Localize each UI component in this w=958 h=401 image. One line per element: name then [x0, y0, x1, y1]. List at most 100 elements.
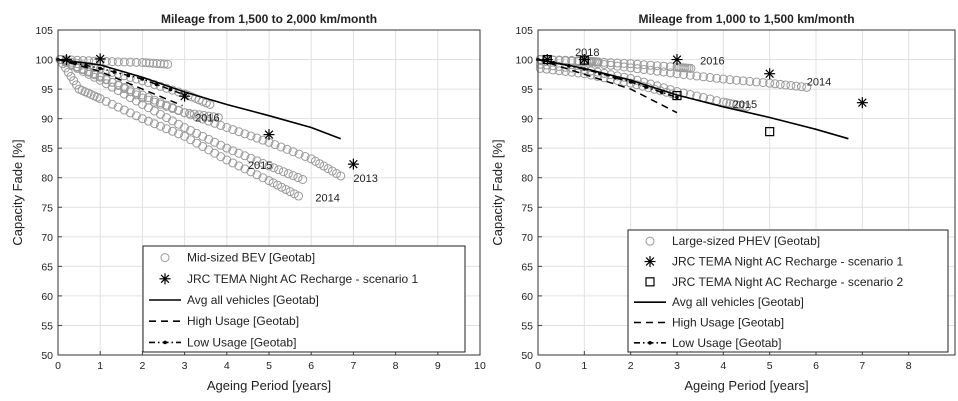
data-point-circle: [632, 80, 642, 90]
data-point-circle: [276, 142, 286, 152]
data-point-asterisk: [347, 158, 359, 170]
x-tick-label: 6: [308, 360, 314, 372]
data-point-circle: [619, 62, 629, 72]
data-point-circle: [228, 125, 238, 135]
data-point-circle: [137, 90, 147, 100]
data-point-circle: [168, 103, 178, 113]
data-point-circle: [775, 79, 785, 89]
legend-entry-label: High Usage [Geotab]: [672, 316, 784, 330]
data-point-circle: [119, 105, 129, 115]
data-point-circle: [155, 59, 165, 69]
annotation-label: 2014: [315, 192, 339, 204]
data-point-dot: [154, 82, 159, 87]
data-point-circle: [686, 63, 696, 73]
data-point-circle: [180, 123, 190, 132]
y-tick-label: 90: [521, 114, 533, 126]
y-tick-label: 90: [41, 114, 53, 126]
y-tick-label: 85: [521, 143, 533, 155]
data-point-circle: [659, 83, 669, 93]
x-tick-label: 2: [139, 360, 145, 372]
y-tick-label: 100: [35, 55, 53, 67]
chart-title: Mileage from 1,500 to 2,000 km/month: [161, 12, 377, 26]
data-point-circle: [665, 68, 675, 78]
data-point-circle: [252, 170, 262, 180]
data-point-asterisk-stroke-3: [672, 55, 682, 64]
data-point-circle: [712, 73, 722, 83]
data-point-circle: [560, 66, 570, 76]
legend-marker-asterisk: [644, 256, 656, 267]
data-point-circle: [131, 57, 141, 67]
data-point-circle: [95, 72, 105, 82]
legend: Large-sized PHEV [Geotab] JRC TEMA Night …: [627, 229, 949, 353]
right-chart-panel: 0 1 2 3 4 5 6 7 8 50 55 60 65 70 75 80 85 90 95 100 105 2018 2…: [490, 12, 956, 393]
data-point-dot: [168, 87, 173, 92]
data-point-circle: [593, 59, 603, 69]
data-point-circle: [742, 102, 751, 112]
legend-marker-dot: [648, 341, 652, 345]
y-tick-label: 50: [521, 350, 533, 362]
data-point-circle: [168, 126, 178, 136]
annotation-label: 2015: [733, 99, 757, 111]
data-point-circle: [107, 77, 117, 87]
data-point-circle: [148, 58, 158, 68]
annotation-label: 2015: [248, 160, 272, 172]
data-point-circle: [606, 60, 616, 70]
y-tick-label: 70: [521, 232, 533, 244]
data-point-circle: [210, 137, 220, 147]
data-point-circle: [234, 148, 244, 158]
legend-marker-asterisk-stroke-3: [645, 257, 655, 266]
data-point-circle: [285, 187, 295, 197]
y-tick-label: 80: [521, 173, 533, 185]
data-point-asterisk-stroke-3: [858, 98, 867, 107]
data-point-circle: [84, 69, 94, 79]
data-point-circle: [612, 58, 622, 68]
data-point-circle: [159, 59, 169, 69]
series-line-dashdot: [57, 58, 185, 96]
data-point-circle: [758, 78, 768, 88]
data-point-circle: [728, 99, 738, 109]
y-tick-label: 55: [41, 320, 53, 332]
y-tick-label: 75: [521, 202, 533, 214]
data-point-circle: [205, 99, 215, 109]
legend-box: [142, 245, 466, 353]
data-point-circle: [282, 144, 292, 154]
legend-marker-circle: [645, 236, 655, 246]
data-point-circle: [652, 66, 662, 76]
data-point-circle: [705, 73, 715, 83]
series-line-solid: [537, 58, 849, 140]
data-point-asterisk-stroke-3: [349, 159, 358, 169]
legend-entry-label: Low Usage [Geotab]: [672, 336, 781, 350]
data-point-circle: [228, 158, 238, 168]
x-tick-label: 9: [435, 360, 441, 372]
series-solid: [537, 58, 849, 140]
legend-marker-circle: [160, 253, 170, 263]
y-axis-label: Capacity Fade [%]: [490, 139, 505, 245]
x-tick-label: 10: [474, 360, 486, 372]
series-dashed: [57, 58, 183, 107]
data-point-circle: [735, 100, 745, 110]
series-solid: [57, 58, 341, 140]
x-tick-label: 5: [767, 360, 773, 372]
data-point-circle: [665, 62, 675, 72]
legend: Mid-sized BEV [Geotab] JRC TEMA Night AC …: [142, 245, 466, 353]
y-tick-label: 65: [41, 261, 53, 273]
data-point-circle: [125, 57, 135, 67]
legend-entry-label: Low Usage [Geotab]: [187, 335, 296, 349]
data-point-circle: [143, 93, 153, 103]
legend-box: [627, 229, 949, 353]
y-tick-label: 80: [41, 173, 53, 185]
data-point-asterisk-stroke-3: [264, 130, 274, 139]
data-point-dot: [582, 67, 587, 71]
x-tick-label: 3: [674, 360, 680, 372]
data-point-circle: [137, 93, 147, 103]
series-line-dashed: [537, 58, 678, 114]
x-tick-label: 2: [628, 360, 634, 372]
series-line-solid: [57, 58, 341, 140]
data-point-circle: [155, 121, 165, 131]
y-tick-label: 95: [41, 84, 53, 96]
legend-entry-label: Avg all vehicles [Geotab]: [187, 293, 319, 307]
data-point-circle: [125, 108, 135, 118]
data-point-circle: [78, 66, 88, 76]
y-tick-label: 70: [41, 232, 53, 244]
data-point-circle: [264, 161, 274, 171]
